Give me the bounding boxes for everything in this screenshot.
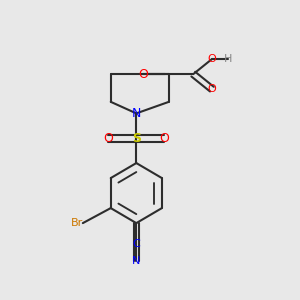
Text: O: O — [138, 68, 148, 81]
Text: S: S — [132, 132, 141, 145]
Text: O: O — [103, 132, 113, 145]
Text: H: H — [224, 54, 232, 64]
Text: O: O — [159, 132, 169, 145]
Text: O: O — [208, 54, 216, 64]
Text: C: C — [132, 239, 140, 249]
Text: O: O — [208, 84, 216, 94]
Text: N: N — [132, 256, 140, 266]
Text: Br: Br — [70, 218, 83, 228]
Text: N: N — [132, 107, 141, 120]
